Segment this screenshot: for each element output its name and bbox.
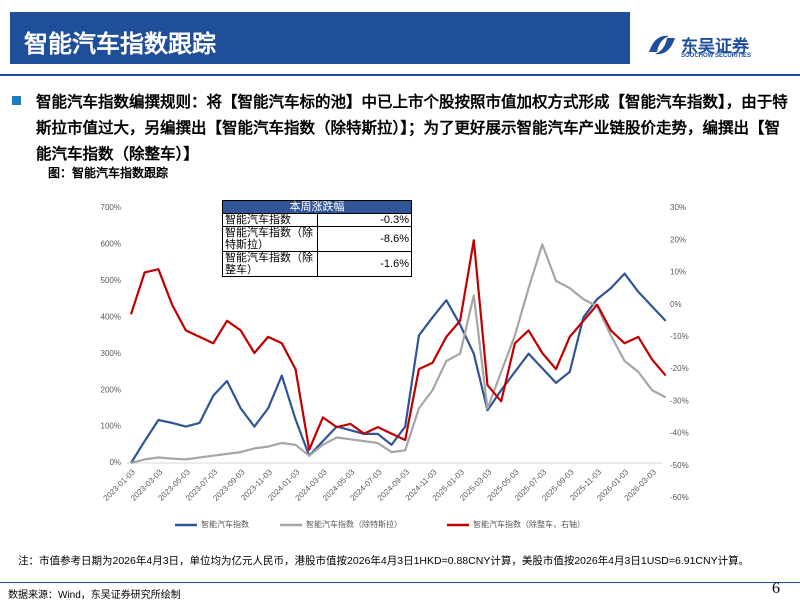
body-text: 智能汽车指数编撰规则：将【智能汽车标的池】中已上市个股按照市值加权方式形成【智能…	[36, 94, 788, 163]
table-cell: 智能汽车指数（除整车）	[222, 251, 318, 277]
table-cell: 智能汽车指数	[222, 213, 318, 227]
footer-line	[0, 582, 800, 583]
table-cell: -8.6%	[317, 226, 412, 252]
caption: 图：智能汽车指数跟踪	[48, 166, 169, 180]
logo-icon	[649, 35, 675, 55]
y2-tick-label: -20%	[670, 364, 689, 373]
y2-tick-label: -30%	[670, 396, 689, 405]
y2-tick-label: -40%	[670, 429, 689, 438]
y-tick-label: 500%	[101, 276, 121, 285]
table-cell: -1.6%	[317, 251, 412, 277]
table-cell: 智能汽车指数（除特斯拉）	[222, 226, 318, 252]
series-line	[130, 272, 667, 464]
change-table: 本周涨跌幅 智能汽车指数 -0.3% 智能汽车指数（除特斯拉） -8.6% 智能汽车…	[222, 200, 412, 277]
y2-tick-label: 20%	[670, 235, 686, 244]
legend-label: 智能汽车指数	[201, 519, 249, 529]
note: 注：市值参考日期为2026年4月3日，单位均为亿元人民币，港股市值按2026年4…	[18, 555, 750, 567]
logo-name: 东吴证券	[681, 37, 749, 56]
divider	[0, 74, 800, 76]
legend-label: 智能汽车指数（除特斯拉）	[306, 519, 402, 529]
y2-tick-label: 30%	[670, 203, 686, 212]
series-line	[129, 239, 667, 451]
y2-tick-label: -50%	[670, 461, 689, 470]
table-cell: -0.3%	[317, 213, 412, 227]
source: 数据来源：Wind，东吴证券研究所绘制	[8, 590, 181, 600]
y-tick-label: 700%	[101, 203, 121, 212]
y2-tick-label: 10%	[670, 268, 686, 277]
y-tick-label: 0%	[109, 458, 121, 467]
table-header: 本周涨跌幅	[222, 200, 412, 214]
y-tick-label: 300%	[101, 349, 121, 358]
y-tick-label: 200%	[101, 385, 121, 394]
page-title: 智能汽车指数跟踪	[24, 31, 216, 58]
title-bar	[10, 12, 630, 64]
page-number: 6	[772, 580, 780, 597]
y-tick-label: 600%	[101, 240, 121, 249]
bullet	[12, 96, 21, 105]
y-tick-label: 100%	[101, 422, 121, 431]
legend-label: 智能汽车指数（除整车，右轴）	[473, 519, 585, 529]
y-tick-label: 400%	[101, 312, 121, 321]
logo-sub: SOOCHOW SECURITIES	[681, 53, 752, 59]
series-line	[130, 243, 667, 465]
y2-tick-label: -10%	[670, 332, 689, 341]
y2-tick-label: 0%	[670, 300, 682, 309]
y2-tick-label: -60%	[670, 493, 689, 502]
